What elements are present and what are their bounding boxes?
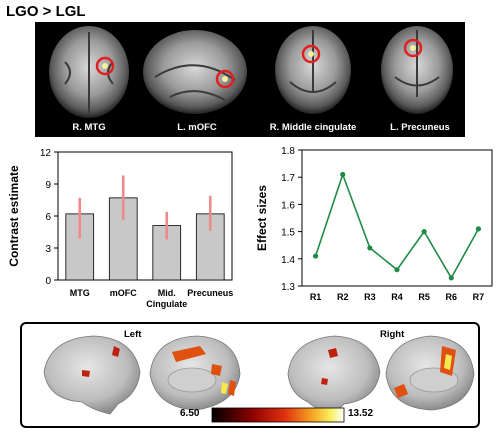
colorbar-min-label: 6.50 [180,408,200,419]
line-y-tick-label: 1.4 [281,255,295,266]
bar-category-label: Mid. [158,288,176,298]
line-x-tick-label: R4 [391,292,403,302]
cortex-right-lateral [287,335,381,415]
cortical-surface-art [43,335,475,423]
brain-label-mtg: R. MTG [72,122,106,133]
effect-size-point-r2 [340,171,346,178]
effect-size-point-r1 [312,253,319,259]
brain-slice-mofc [143,30,247,114]
line-x-tick-label: R1 [310,292,322,302]
line-y-tick-label: 1.8 [281,146,295,157]
brain-label-precuneus: L. Precuneus [390,122,450,133]
activation-mtg [102,63,108,69]
line-chart: 1.3 1.4 1.5 1.6 1.7 1.8 R1 R2 R3 R4 R5 R6 R7 Effect s… [255,146,493,302]
line-y-tick-label: 1.5 [281,228,295,239]
brain-label-mofc: L. mOFC [177,122,217,133]
cortical-surface-panel: Left Right 6.50 13.52 [20,322,480,428]
activation-mofc [222,76,228,82]
bar-category-label: MTG [70,288,90,298]
cortex-right-medial-activation [394,346,456,398]
bar-y-tick-label: 9 [45,180,51,191]
effect-size-point-r4 [394,267,400,273]
line-y-tick-label: 1.6 [281,200,295,211]
effect-size-line [314,172,480,280]
left-hemisphere-label: Left [124,329,142,340]
effect-size-point-r5 [421,229,427,235]
cortex-left-lateral [43,335,141,415]
bar-y-axis-label: Contrast estimate [7,165,21,267]
figure-title: LGO > LGL [6,3,86,20]
right-hemisphere-label: Right [380,329,405,340]
activation-precuneus [410,45,416,51]
effect-size-point-r6 [448,275,454,281]
brain-label-middle-cingulate: R. Middle cingulate [269,122,357,133]
bar-category-label: mOFC [110,288,138,298]
colorbar [211,407,345,423]
cortex-left-lateral-activation [82,346,120,377]
brain-slice-mofc-sulci [154,64,236,101]
line-x-tick-label: R5 [418,292,430,302]
line-x-tick-label: R3 [364,292,376,302]
line-y-axis-label: Effect sizes [255,185,269,251]
bar-y-tick-label: 0 [45,276,51,287]
line-y-tick-label: 1.7 [281,173,295,184]
bar-category-label: Cingulate [146,299,187,309]
highlight-circle-precuneus [403,38,423,58]
bar-category-label: Precuneus [187,288,233,298]
cortex-left-medial-activation [172,346,236,396]
brain-slices-art [49,26,453,118]
bar-y-tick-label: 3 [45,244,51,255]
activation-middle-cingulate [308,51,314,57]
colorbar-max-label: 13.52 [348,408,374,419]
line-y-tick-label: 1.3 [281,282,295,293]
line-x-tick-label: R6 [446,292,458,302]
cortex-left-medial-wall [167,367,217,393]
bar-y-tick-label: 12 [40,148,52,159]
cortex-right-medial-peak [444,354,452,370]
highlight-circle-mtg [95,56,115,76]
effect-size-point-r7 [475,226,482,232]
bar-y-tick-label: 6 [45,212,51,223]
line-plot-frame [301,149,493,287]
line-x-tick-label: R7 [473,292,485,302]
highlight-circle-middle-cingulate [301,44,321,64]
effect-size-point-r3 [367,245,373,251]
highlight-circle-mofc [215,69,235,89]
line-x-tick-label: R2 [337,292,349,302]
cortex-right-lateral-activation [321,348,338,385]
brain-slice-strip: R. MTG L. mOFC R. Middle cingulate L. Pr… [35,22,465,137]
cortex-left-medial-peak [221,382,228,394]
